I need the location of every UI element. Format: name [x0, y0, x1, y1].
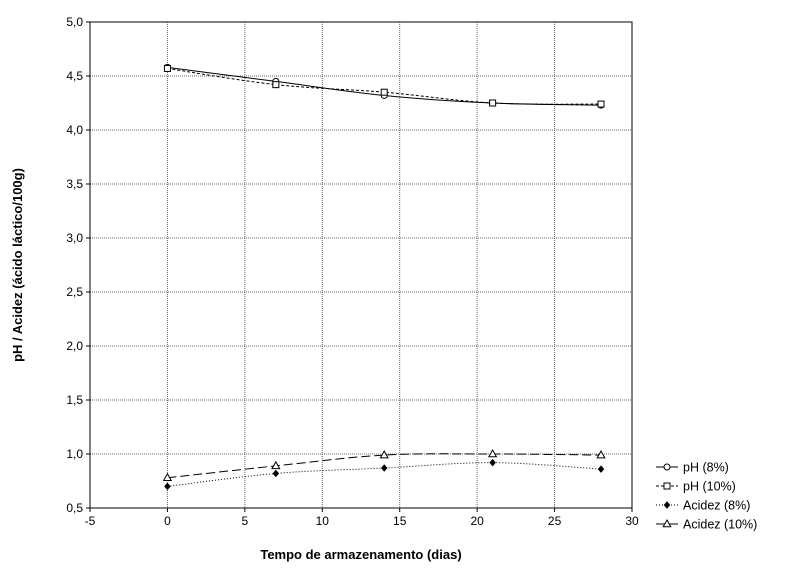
data-point: [271, 460, 281, 470]
x-tick-label: 10: [316, 514, 330, 528]
x-tick-label: -5: [85, 514, 96, 528]
x-tick-label: 5: [242, 514, 249, 528]
legend-label: pH (10%): [683, 480, 736, 494]
data-point: [597, 465, 605, 474]
series-group: [162, 63, 606, 491]
series-2: [163, 64, 605, 108]
data-point: [162, 472, 173, 482]
series-4: [162, 448, 606, 482]
y-tick-label: 5,0: [66, 15, 83, 29]
data-point: [164, 482, 171, 491]
y-tick-label: 1,0: [66, 447, 83, 461]
data-point: [489, 99, 497, 107]
data-point: [380, 88, 388, 96]
x-tick-label: 20: [470, 514, 484, 528]
y-tick-label: 0,5: [66, 501, 83, 515]
data-point: [597, 100, 605, 108]
grid: [90, 22, 632, 508]
legend: pH (8%) pH (10%) Acidez (8%) Acidez (10%): [656, 461, 757, 532]
legend-label: pH (8%): [683, 461, 729, 475]
x-axis-title: Tempo de armazenamento (dias): [260, 547, 461, 562]
legend-item: pH (8%): [656, 461, 729, 475]
data-point: [380, 464, 388, 472]
series-line: [167, 67, 602, 105]
data-point: [379, 450, 389, 459]
series-3: [164, 458, 605, 491]
series-line: [167, 462, 602, 487]
y-tick-label: 3,0: [66, 231, 83, 245]
data-point: [272, 469, 280, 478]
x-tick-label: 15: [393, 514, 407, 528]
data-point: [272, 81, 280, 89]
legend-marker: [662, 518, 672, 528]
plot-background: [90, 22, 632, 508]
legend-item: pH (10%): [656, 480, 736, 494]
y-tick-label: 2,5: [66, 285, 83, 299]
axis-ticks: -5 0 5 10 15 20 25 30 0,5 1,0 1,5 2,0 2,5 3,0 3,5 4,0 4,…: [66, 15, 639, 528]
y-tick-label: 4,0: [66, 123, 83, 137]
x-tick-label: 25: [548, 514, 562, 528]
y-tick-label: 1,5: [66, 393, 83, 407]
y-axis-title: pH / Acidez (ácido láctico/100g): [10, 168, 25, 362]
x-tick-label: 30: [625, 514, 639, 528]
x-tick-label: 0: [164, 514, 171, 528]
data-point: [596, 450, 606, 459]
data-point: [489, 458, 496, 467]
y-tick-label: 2,0: [66, 339, 83, 353]
legend-label: Acidez (8%): [683, 499, 750, 513]
data-point: [487, 448, 498, 458]
legend-item: Acidez (8%): [656, 499, 750, 513]
y-tick-label: 4,5: [66, 69, 83, 83]
plot-frame: [89, 21, 633, 509]
legend-marker: [663, 501, 671, 509]
data-point: [163, 64, 171, 72]
y-tick-label: 3,5: [66, 177, 83, 191]
legend-item: Acidez (10%): [656, 518, 757, 532]
series-line: [167, 453, 602, 479]
legend-marker: [663, 463, 671, 471]
legend-label: Acidez (10%): [683, 518, 757, 532]
legend-marker: [663, 482, 671, 490]
